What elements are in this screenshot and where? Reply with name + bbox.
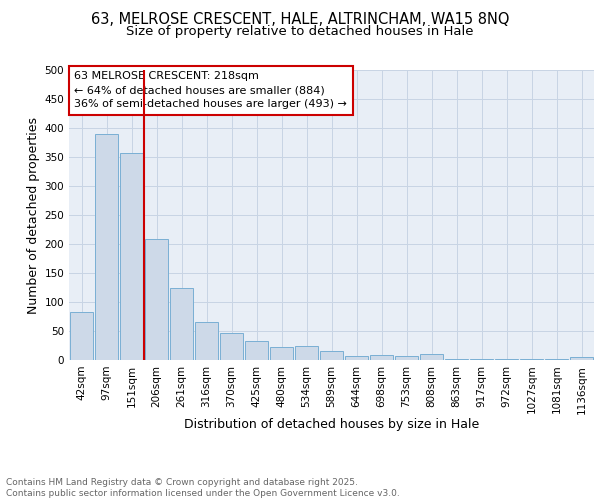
Bar bbox=[320, 352, 343, 360]
Text: Size of property relative to detached houses in Hale: Size of property relative to detached ho… bbox=[126, 25, 474, 38]
Bar bbox=[70, 312, 94, 360]
Bar bbox=[395, 356, 418, 360]
Bar bbox=[370, 355, 394, 360]
Bar bbox=[344, 356, 368, 360]
Bar bbox=[419, 354, 443, 360]
Bar bbox=[520, 359, 544, 360]
Bar bbox=[569, 357, 593, 360]
X-axis label: Distribution of detached houses by size in Hale: Distribution of detached houses by size … bbox=[184, 418, 479, 431]
Bar bbox=[445, 359, 469, 360]
Bar bbox=[470, 359, 493, 360]
Bar bbox=[494, 359, 518, 360]
Bar bbox=[95, 134, 118, 360]
Bar bbox=[119, 153, 143, 360]
Bar bbox=[220, 334, 244, 360]
Text: Contains HM Land Registry data © Crown copyright and database right 2025.
Contai: Contains HM Land Registry data © Crown c… bbox=[6, 478, 400, 498]
Bar bbox=[295, 346, 319, 360]
Text: 63 MELROSE CRESCENT: 218sqm
← 64% of detached houses are smaller (884)
36% of se: 63 MELROSE CRESCENT: 218sqm ← 64% of det… bbox=[74, 72, 347, 110]
Bar bbox=[170, 288, 193, 360]
Bar bbox=[245, 341, 268, 360]
Bar bbox=[269, 347, 293, 360]
Y-axis label: Number of detached properties: Number of detached properties bbox=[27, 116, 40, 314]
Text: 63, MELROSE CRESCENT, HALE, ALTRINCHAM, WA15 8NQ: 63, MELROSE CRESCENT, HALE, ALTRINCHAM, … bbox=[91, 12, 509, 28]
Bar bbox=[194, 322, 218, 360]
Bar bbox=[145, 240, 169, 360]
